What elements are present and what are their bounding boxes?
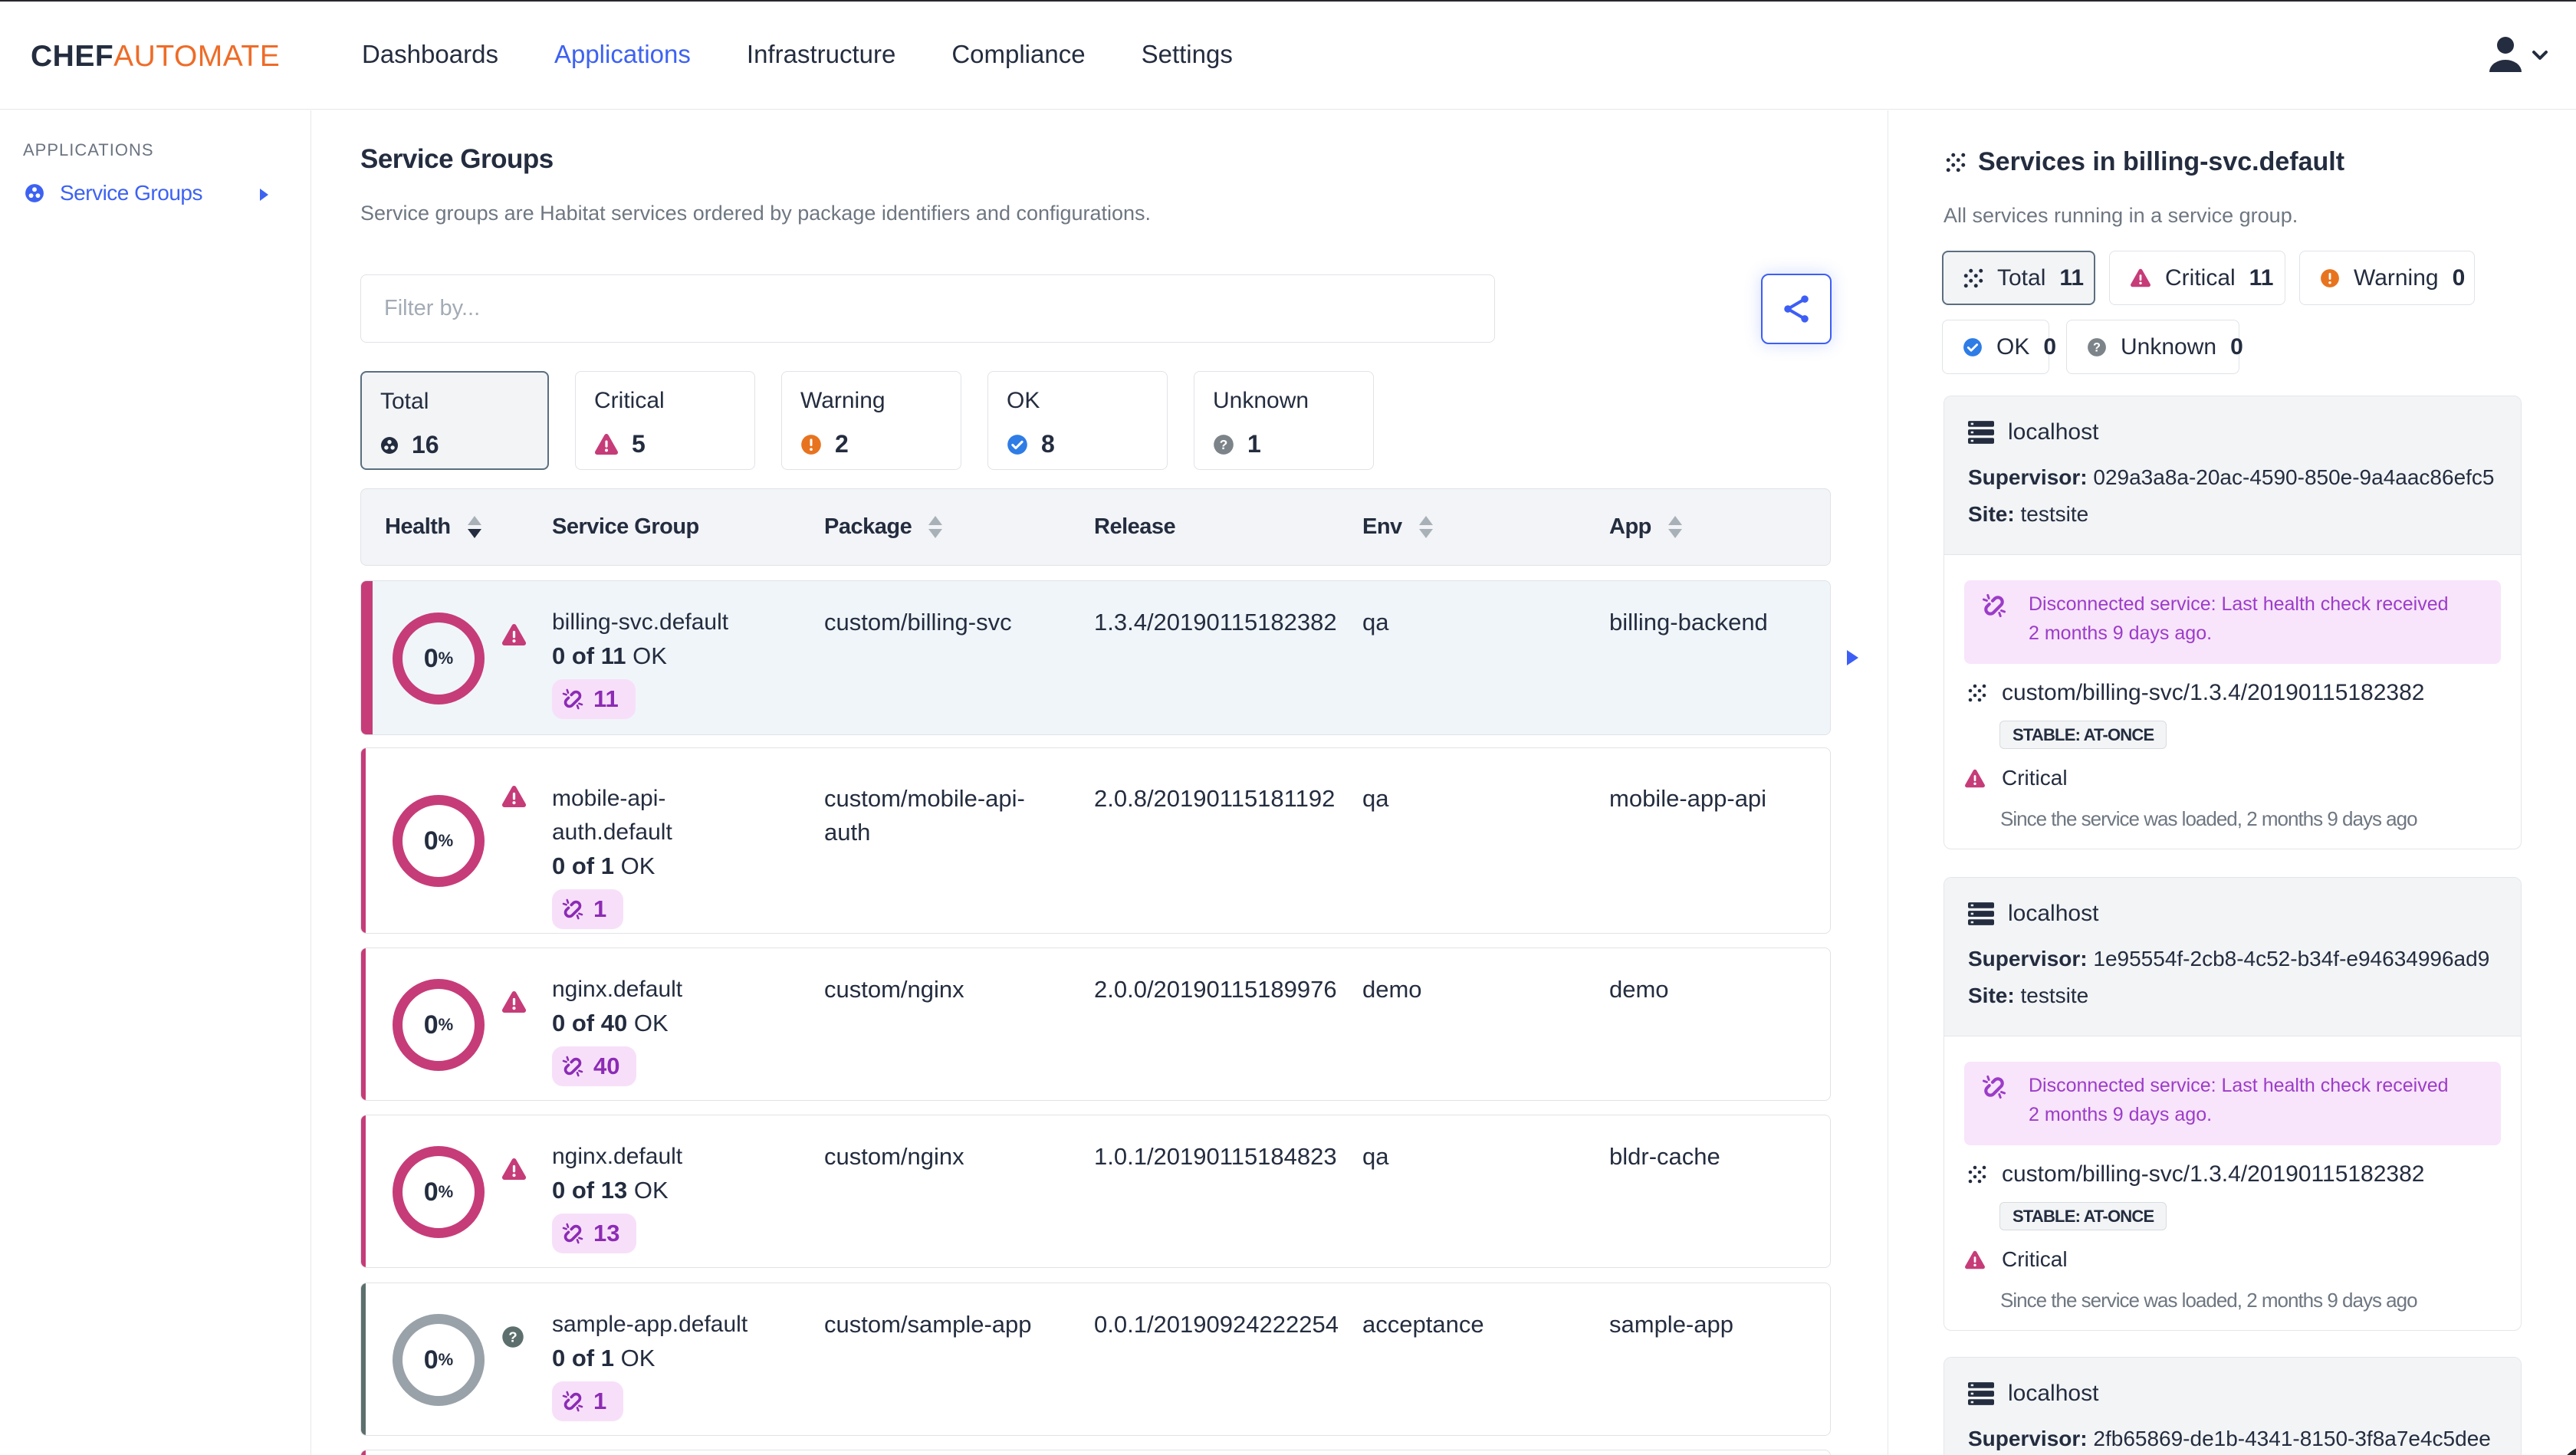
svg-text:?: ? (508, 1329, 517, 1345)
svg-text:?: ? (1220, 436, 1228, 452)
svg-text:?: ? (2093, 340, 2101, 354)
